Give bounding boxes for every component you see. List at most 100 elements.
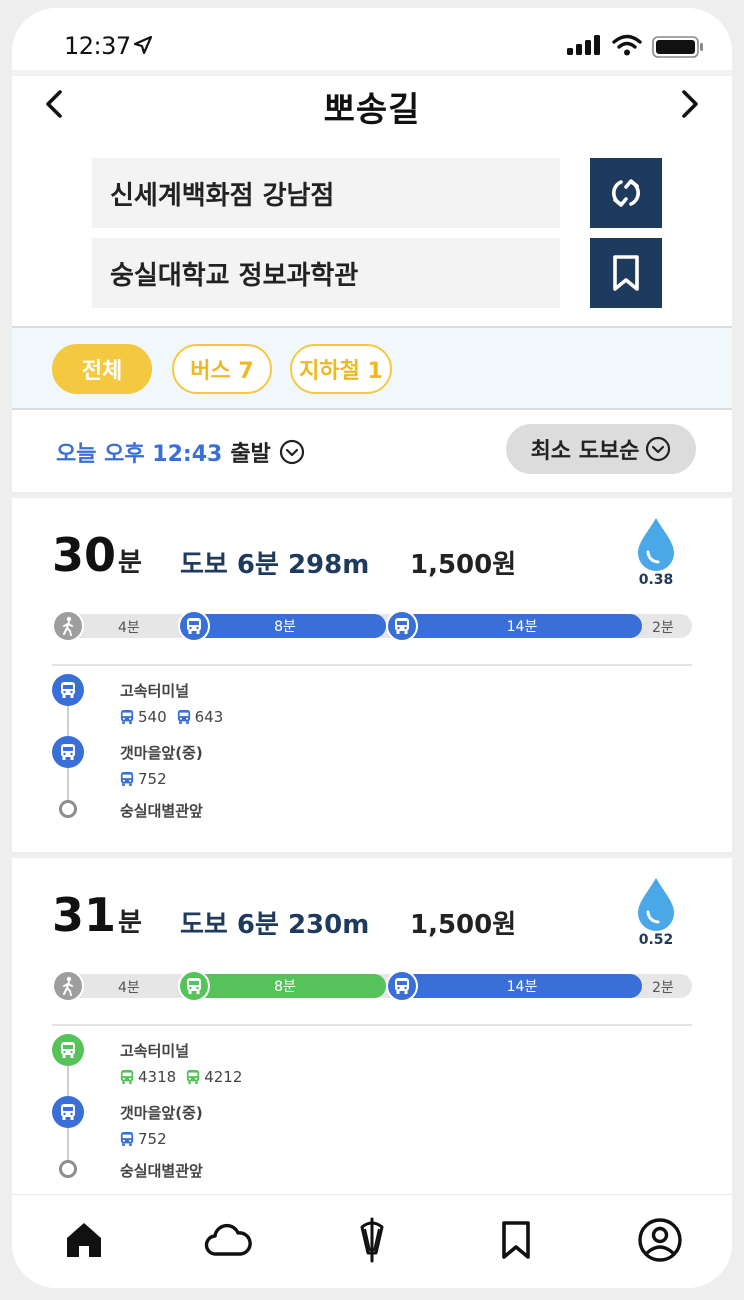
tab-profile[interactable] [632, 1215, 688, 1265]
stop-bus-marker [52, 674, 84, 706]
bus-segment [184, 974, 386, 998]
bus-number: 752 [138, 770, 167, 788]
status-time: 12:37 [64, 32, 131, 60]
bus-segment-marker [386, 610, 418, 642]
route-card[interactable]: 31 분 도보 6분 230m 1,500원 0.52 4분 8분 14분 2분 [12, 858, 732, 1194]
walk-summary: 도보 6분 298m [180, 550, 370, 580]
back-button[interactable] [36, 86, 72, 122]
bus-route-list: 540 643 [120, 708, 223, 726]
sort-label: 최소 도보순 [530, 439, 640, 464]
tab-weather[interactable] [200, 1215, 256, 1265]
bus-icon [187, 618, 201, 634]
stop-bus-marker [52, 1096, 84, 1128]
departure-row: 오늘 오후 12:43 출발 최소 도보순 [12, 410, 732, 490]
departure-time-selector[interactable]: 오늘 오후 12:43 출발 [56, 436, 305, 468]
segment-label: 14분 [506, 979, 538, 995]
chevron-down-circle-icon [279, 439, 304, 465]
route-duration: 31 분 [52, 888, 142, 942]
bus-number: 540 [138, 708, 167, 726]
bus-segment [184, 614, 386, 638]
battery-icon [652, 36, 703, 58]
tab-home[interactable] [56, 1215, 112, 1265]
origin-input[interactable]: 신세계백화점 강남점 [92, 158, 560, 228]
chevron-down-circle-icon [646, 436, 671, 462]
route-card[interactable]: 30 분 도보 6분 298m 1,500원 0.38 4분 8분 14분 2분 [12, 498, 732, 834]
destination-input[interactable]: 숭실대학교 정보과학관 [92, 238, 560, 308]
card-divider [12, 852, 732, 858]
bus-route[interactable]: 752 [120, 1130, 167, 1148]
filter-chip-subway[interactable]: 지하철 1 [290, 344, 392, 394]
walk-segment-marker [52, 970, 84, 1002]
bus-icon [177, 710, 190, 724]
duration-value: 30 [52, 528, 117, 582]
bookmark-route-button[interactable] [590, 238, 662, 308]
filter-chip-all[interactable]: 전체 [52, 344, 152, 394]
segment-label: 4분 [118, 980, 140, 996]
bus-segment-marker [178, 610, 210, 642]
fare: 1,500원 [410, 910, 517, 940]
bus-icon [61, 1104, 75, 1120]
fare: 1,500원 [410, 550, 517, 580]
card-divider [12, 492, 732, 498]
bookmark-icon [502, 1221, 530, 1259]
bus-icon [187, 978, 201, 994]
tab-bookmark[interactable] [488, 1215, 544, 1265]
stop-name: 갯마을앞(중) [120, 744, 203, 762]
segment-label: 8분 [274, 619, 296, 635]
bus-segment [402, 614, 642, 638]
tab-umbrella[interactable] [344, 1215, 400, 1265]
filter-chip-bus[interactable]: 버스 7 [172, 344, 272, 394]
bus-icon [120, 1132, 134, 1146]
bus-icon [61, 1042, 75, 1058]
bus-icon [395, 618, 409, 634]
bus-route[interactable]: 643 [177, 708, 223, 726]
phone-screen: 12:37 뽀송길 신세계백화점 강남점 숭실대학교 정보과학관 전체 버스 7… [12, 8, 732, 1288]
chevron-right-icon [682, 90, 698, 118]
bus-route[interactable]: 4212 [186, 1068, 242, 1086]
bus-number: 752 [138, 1130, 167, 1148]
stop-bus-marker [52, 1034, 84, 1066]
card-divider-line [52, 664, 692, 666]
location-arrow-icon [133, 35, 153, 55]
bookmark-icon [613, 255, 639, 291]
bus-number: 4212 [204, 1068, 243, 1086]
bus-number: 4318 [138, 1068, 177, 1086]
forward-button[interactable] [672, 86, 708, 122]
stop-name: 고속터미널 [120, 1042, 190, 1060]
sort-dropdown[interactable]: 최소 도보순 [506, 424, 696, 474]
segment-label: 8분 [274, 979, 296, 995]
bus-icon [395, 978, 409, 994]
swap-button[interactable] [590, 158, 662, 228]
home-icon [67, 1223, 101, 1257]
bus-route-list: 4318 4212 [120, 1068, 242, 1086]
bus-route[interactable]: 4318 [120, 1068, 176, 1086]
precipitation-value: 0.52 [638, 932, 674, 948]
app-title: 뽀송길 [323, 90, 421, 130]
bus-icon [61, 682, 75, 698]
destination-stop-marker [59, 1160, 77, 1178]
stop-name: 숭실대별관앞 [120, 1162, 203, 1180]
duration-value: 31 [52, 888, 117, 942]
swap-arrows-icon [612, 179, 640, 207]
bus-icon [120, 1070, 134, 1084]
stop-bus-marker [52, 736, 84, 768]
duration-unit: 분 [118, 548, 142, 578]
status-bar: 12:37 [12, 8, 732, 74]
bus-route-list: 752 [120, 1130, 167, 1148]
rain-drop-icon [638, 518, 674, 571]
walking-person-icon [63, 976, 73, 996]
bus-icon [61, 744, 75, 760]
bus-route[interactable]: 540 [120, 708, 167, 726]
precipitation-value: 0.38 [638, 572, 674, 588]
header-divider [12, 70, 732, 76]
rain-drop-icon [638, 878, 674, 931]
bus-segment-marker [178, 970, 210, 1002]
departure-time: 오늘 오후 12:43 [56, 442, 223, 467]
route-duration: 30 분 [52, 528, 142, 582]
bus-route[interactable]: 752 [120, 770, 167, 788]
stop-name: 숭실대별관앞 [120, 802, 203, 820]
bus-icon [187, 1070, 200, 1084]
segment-label: 14분 [506, 619, 538, 635]
bus-segment-marker [386, 970, 418, 1002]
route-timeline-bar: 4분 8분 14분 2분 [52, 610, 692, 642]
